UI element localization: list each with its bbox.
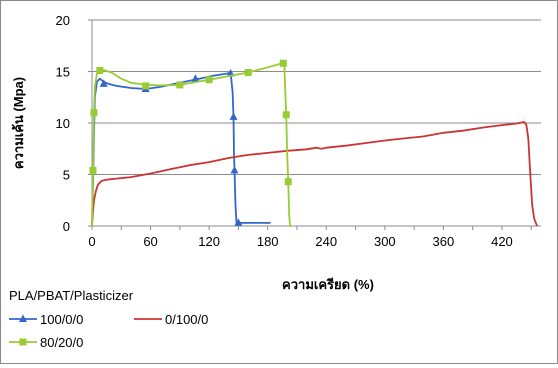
legend-marker-swatch: [19, 314, 27, 322]
legend-entries: 100/0/0 0/100/0 80/20/0: [9, 312, 208, 350]
data-point-marker: [90, 109, 98, 117]
series-80-20-0: [89, 59, 292, 227]
legend-label: 80/20/0: [40, 335, 83, 350]
series-layer: [89, 59, 538, 227]
tick-labels: 0 5 10 15 20 0 60 120 180 240 300 360 420: [56, 13, 513, 249]
data-point-marker: [89, 166, 97, 174]
data-point-marker: [205, 76, 213, 84]
data-point-marker: [234, 218, 243, 226]
x-tick-label: 360: [433, 234, 455, 249]
data-point-marker: [142, 82, 150, 90]
y-tick-label: 0: [63, 219, 70, 234]
data-point-marker: [282, 111, 290, 119]
y-tick-label: 10: [56, 116, 70, 131]
axes: [88, 19, 541, 230]
series-line: [91, 121, 538, 227]
data-point-marker: [176, 81, 184, 89]
x-tick-label: 240: [315, 234, 337, 249]
series-line: [91, 71, 271, 227]
data-point-marker: [229, 112, 238, 120]
legend-marker-swatch: [19, 338, 27, 346]
legend-entry: 0/100/0: [134, 312, 208, 327]
legend-label: 0/100/0: [165, 312, 208, 327]
data-point-marker: [279, 59, 287, 67]
x-tick-label: 300: [374, 234, 396, 249]
data-point-marker: [230, 165, 239, 174]
x-tick-label: 60: [143, 234, 157, 249]
data-point-marker: [96, 66, 104, 74]
legend-title: PLA/PBAT/Plasticizer: [9, 288, 134, 303]
data-point-marker: [191, 74, 200, 82]
series-100-0-0: [91, 69, 271, 227]
x-tick-label: 120: [198, 234, 220, 249]
legend-entry: 80/20/0: [9, 335, 83, 350]
x-axis-title: ความเครียด (%): [282, 277, 374, 292]
legend-label: 100/0/0: [40, 312, 83, 327]
series-0-100-0: [91, 121, 538, 227]
y-axis-title: ความเค้น (Mpa): [11, 77, 26, 169]
gridlines: [92, 19, 541, 175]
data-point-marker: [99, 79, 108, 87]
y-tick-label: 5: [63, 168, 70, 183]
legend: PLA/PBAT/Plasticizer 100/0/0 0/100/0 80/20…: [9, 288, 208, 350]
x-tick-label: 180: [257, 234, 279, 249]
x-tick-label: 420: [491, 234, 513, 249]
y-tick-label: 15: [56, 65, 70, 80]
y-tick-label: 20: [56, 13, 70, 28]
x-tick-label: 0: [88, 234, 95, 249]
data-point-marker: [284, 178, 292, 186]
legend-entry: 100/0/0: [9, 312, 83, 327]
data-point-marker: [244, 69, 252, 77]
series-line: [91, 62, 292, 227]
